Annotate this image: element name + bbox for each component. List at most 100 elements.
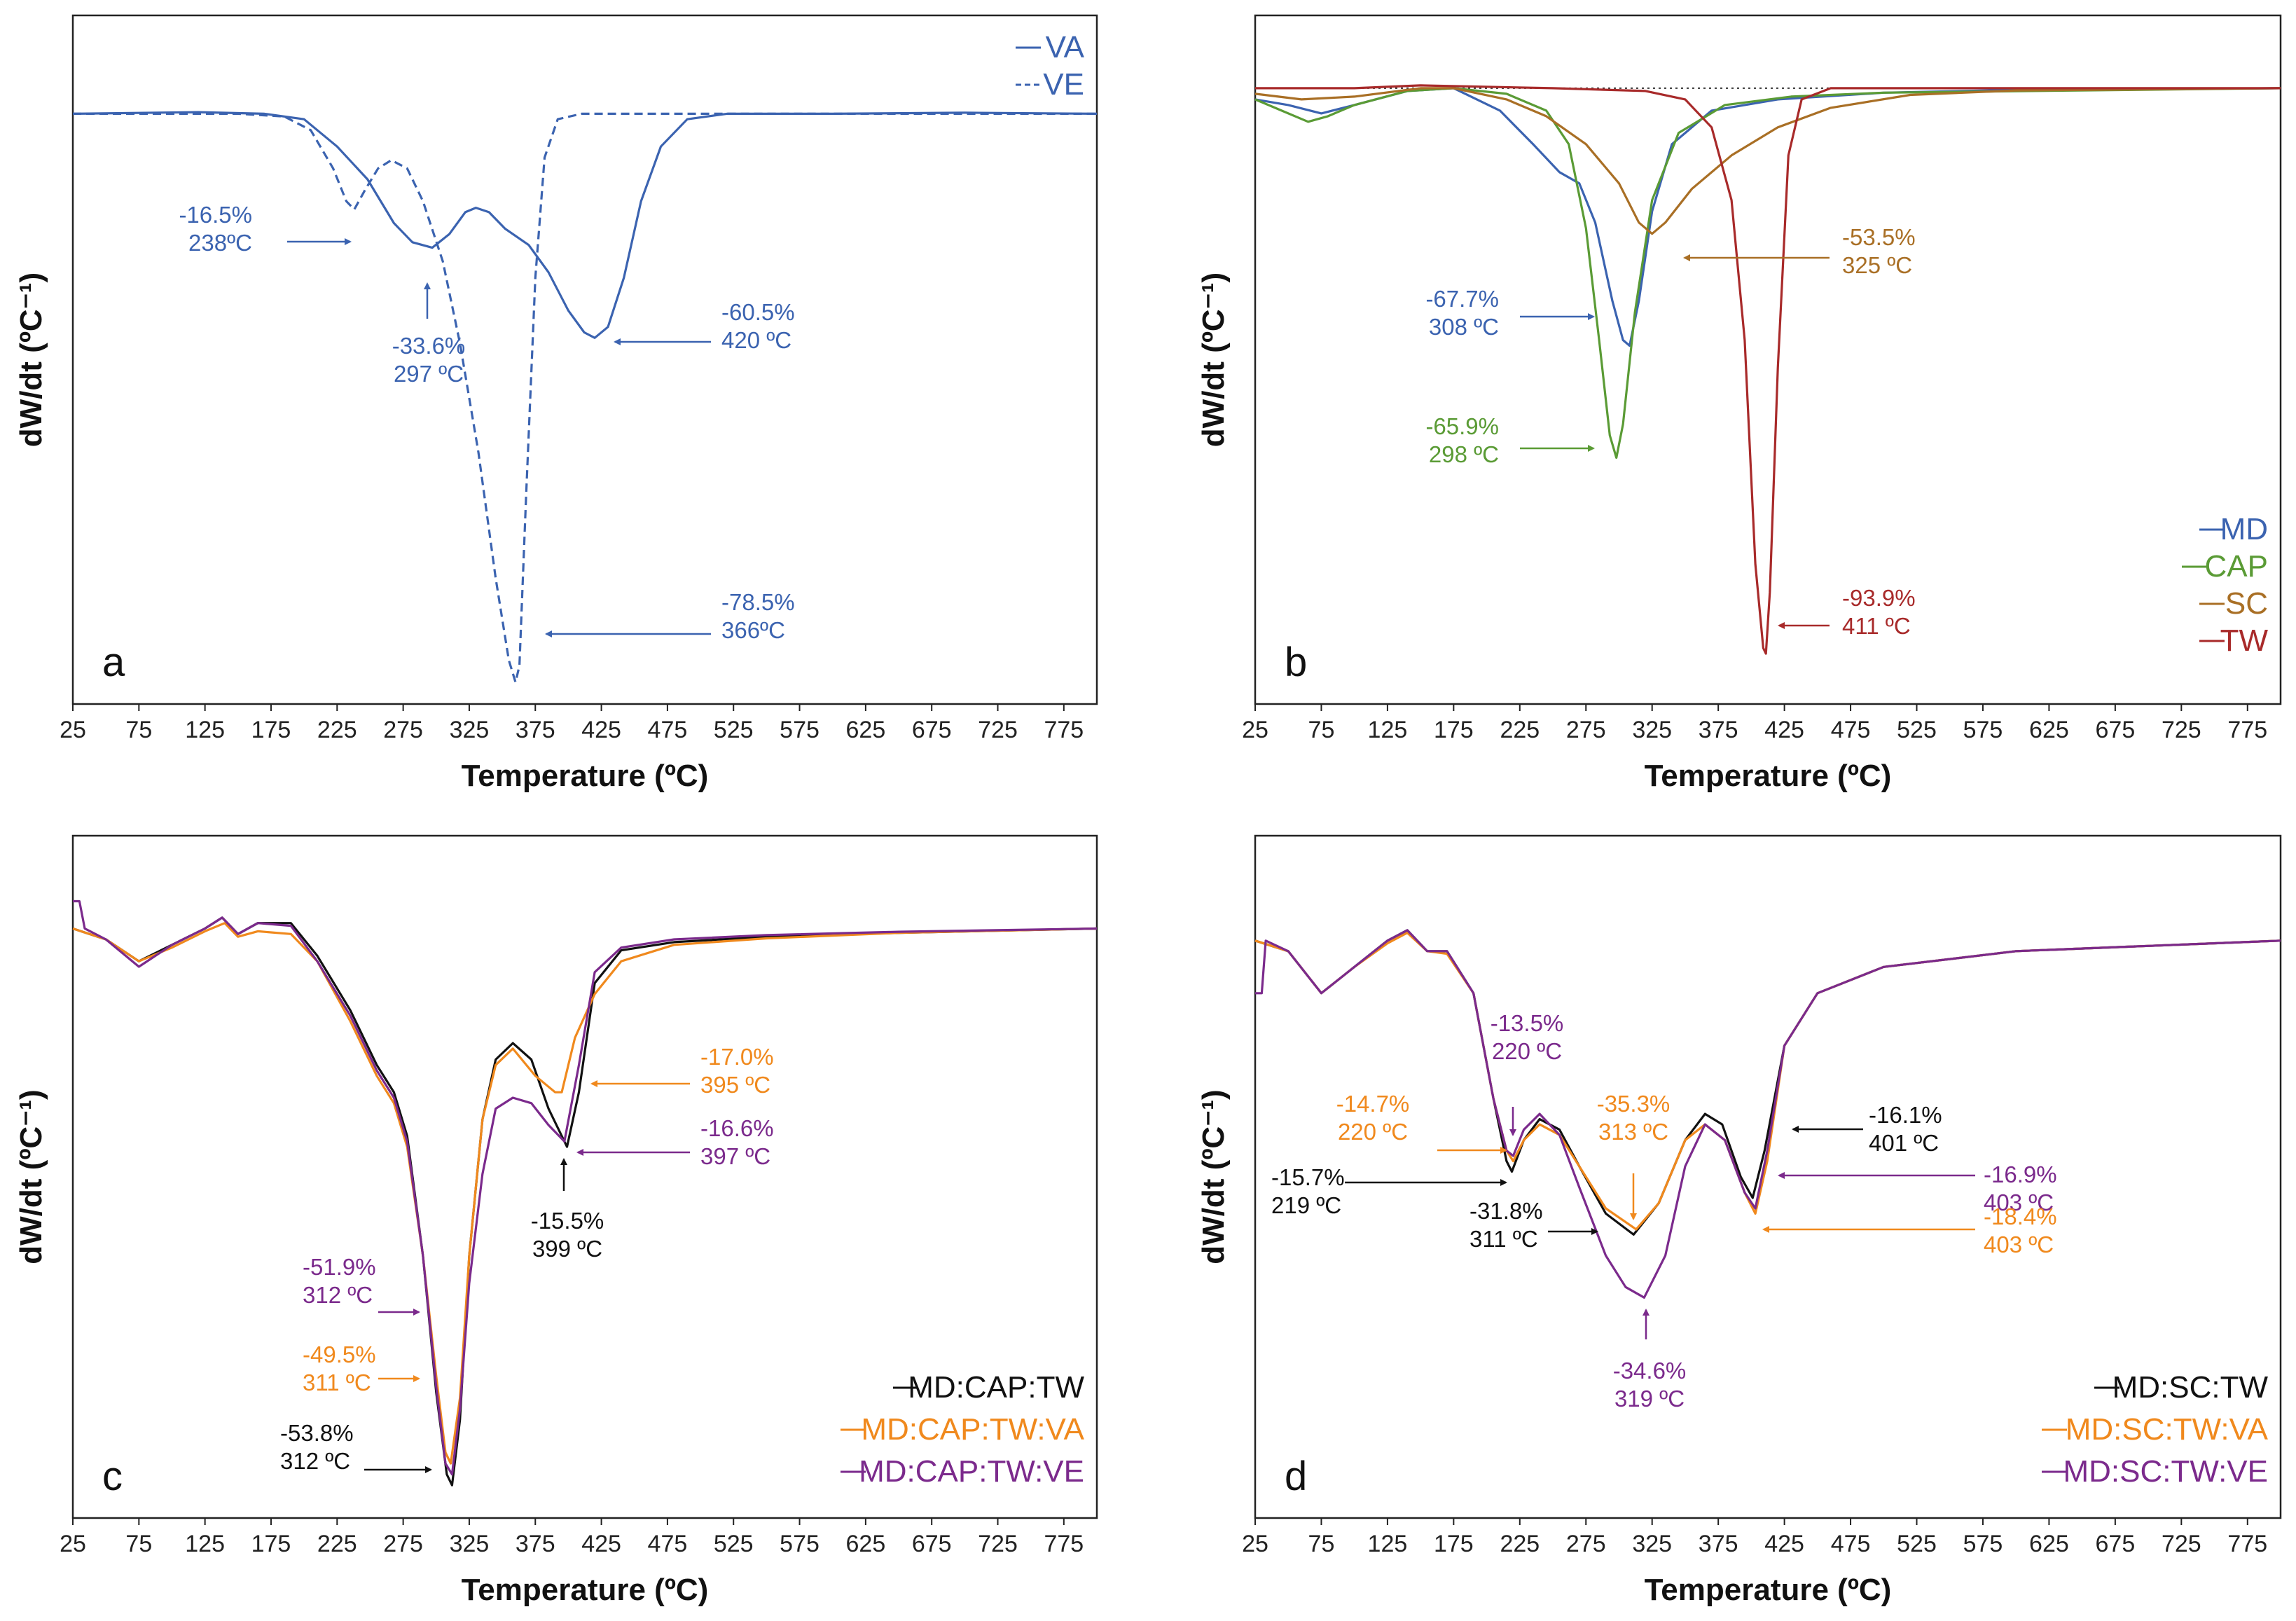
x-tick-label: 275 (1566, 1531, 1606, 1557)
x-tick-label: 125 (185, 717, 225, 743)
x-axis-title: Temperature (ºC) (1645, 1573, 1892, 1607)
x-tick-label: 325 (450, 717, 490, 743)
annotation: -33.6%297 ºC (392, 282, 465, 387)
annotation-percent: -67.7% (1425, 286, 1499, 312)
legend-label: MD (2220, 512, 2268, 546)
annotation-temperature: 325 ºC (1842, 252, 1912, 278)
x-tick-label: 625 (846, 1531, 886, 1557)
annotation-temperature: 297 ºC (394, 361, 464, 387)
annotation-percent: -65.9% (1425, 413, 1499, 439)
panel-letter: a (102, 640, 125, 685)
legend-label: VA (1046, 30, 1085, 64)
x-tick-label: 775 (1044, 717, 1084, 743)
x-tick-label: 725 (2162, 717, 2201, 743)
annotation-temperature: 420 ºC (721, 327, 791, 353)
annotation-percent: -60.5% (721, 299, 795, 325)
series-line-va (72, 111, 1098, 339)
series-line-sc (1254, 87, 2281, 235)
panel-letter: b (1285, 640, 1307, 685)
x-tick-label: 625 (2029, 717, 2069, 743)
plot-frame (71, 14, 1098, 705)
x-tick-label: 625 (2029, 1531, 2069, 1557)
x-tick-label: 75 (1308, 717, 1335, 743)
annotation: -13.5%220 ºC (1491, 1010, 1564, 1136)
x-tick-label: 125 (185, 1531, 225, 1557)
x-tick-label: 125 (1368, 1531, 1408, 1557)
x-tick-label: 675 (912, 1531, 952, 1557)
x-tick-label: 675 (912, 717, 952, 743)
x-tick-label: 425 (581, 717, 621, 743)
annotation-temperature: 313 ºC (1598, 1119, 1668, 1145)
x-tick-label: 225 (1500, 1531, 1540, 1557)
annotation-temperature: 401 ºC (1869, 1130, 1939, 1156)
annotation: -51.9%312 ºC (303, 1254, 420, 1316)
panel-d: 25 75 125 175 225 275 325 375 425 475 525 575 625 675… (1196, 834, 2282, 1607)
x-tick-label: 475 (1831, 717, 1871, 743)
annotation: -16.1%401 ºC (1792, 1102, 1942, 1156)
annotation: -34.6%319 ºC (1613, 1309, 1687, 1412)
x-tick-label: 375 (1699, 717, 1738, 743)
x-tick-label: 75 (125, 717, 152, 743)
x-tick-label: 575 (780, 1531, 819, 1557)
annotation: -35.3%313 ºC (1597, 1091, 1670, 1220)
legend-label: MD:CAP:TW:VE (859, 1454, 1084, 1489)
series-line-tw (1255, 84, 2281, 655)
legend-label: MD:CAP:TW (908, 1370, 1084, 1405)
annotation-temperature: 220 ºC (1338, 1119, 1408, 1145)
annotation: -16.6%397 ºC (576, 1115, 774, 1169)
legend-label: TW (2220, 623, 2269, 658)
legend-label: SC (2225, 586, 2268, 621)
x-tick-label: 475 (648, 1531, 688, 1557)
series-line-md (1254, 87, 2281, 347)
annotation-percent: -13.5% (1491, 1010, 1564, 1036)
x-tick-label: 475 (648, 717, 688, 743)
x-tick-label: 25 (1242, 717, 1268, 743)
x-tick-label: 25 (1242, 1531, 1268, 1557)
annotation-percent: -16.5% (179, 202, 252, 228)
annotation-temperature: 311 ºC (1469, 1226, 1538, 1252)
x-tick-label: 775 (2227, 1531, 2267, 1557)
x-tick-label: 175 (251, 717, 291, 743)
x-tick-label: 725 (978, 717, 1018, 743)
annotation: -49.5% 311 ºC (303, 1341, 420, 1395)
annotation-percent: -49.5% (303, 1341, 376, 1367)
annotation: -15.5%399 ºC (531, 1158, 604, 1262)
annotation-percent: -17.0% (700, 1044, 774, 1070)
x-tick-label: 775 (1044, 1531, 1084, 1557)
annotation-percent: -18.4% (1984, 1203, 2057, 1229)
x-tick-label: 275 (383, 717, 423, 743)
annotation-percent: -15.7% (1271, 1164, 1345, 1190)
x-tick-label: 275 (383, 1531, 423, 1557)
x-tick-label: 225 (317, 717, 357, 743)
x-tick-label: 275 (1566, 717, 1606, 743)
annotation: -18.4% 403 ºC (1762, 1203, 2057, 1257)
x-axis-title: Temperature (ºC) (1645, 759, 1892, 793)
x-tick-label: 425 (1764, 1531, 1804, 1557)
annotation-temperature: 238ºC (188, 230, 252, 256)
annotation-temperature: 298 ºC (1429, 441, 1499, 467)
x-tick-label: 175 (1434, 717, 1474, 743)
annotation-percent: -78.5% (721, 589, 795, 615)
annotation: -16.9%403 ºC (1778, 1161, 2057, 1215)
legend-label: MD:CAP:TW:VA (861, 1412, 1084, 1447)
annotation-percent: -53.5% (1842, 224, 1916, 250)
annotation-temperature: 219 ºC (1271, 1192, 1341, 1218)
x-tick-label: 175 (251, 1531, 291, 1557)
x-tick-label: 325 (1632, 717, 1672, 743)
annotation-temperature: 411 ºC (1842, 613, 1911, 639)
y-axis-title: dW/dt (ºC⁻¹) (14, 273, 48, 447)
annotation-temperature: 312 ºC (303, 1282, 373, 1308)
x-tick-label: 475 (1831, 1531, 1871, 1557)
annotation-temperature: 397 ºC (700, 1143, 770, 1169)
panel-letter: c (102, 1454, 123, 1499)
x-tick-label: 575 (780, 717, 819, 743)
annotation-percent: -34.6% (1613, 1358, 1687, 1384)
legend: MD:CAP:TW MD:CAP:TW:VA MD:CAP:TW:VE (841, 1370, 1085, 1489)
annotation-temperature: 311 ºC (303, 1370, 371, 1395)
x-tick-label: 325 (1632, 1531, 1672, 1557)
annotation: -16.5%238ºC (179, 202, 352, 256)
annotation-temperature: 399 ºC (532, 1236, 602, 1262)
annotation: -15.7%219 ºC (1271, 1164, 1507, 1218)
x-tick-label: 525 (714, 717, 754, 743)
